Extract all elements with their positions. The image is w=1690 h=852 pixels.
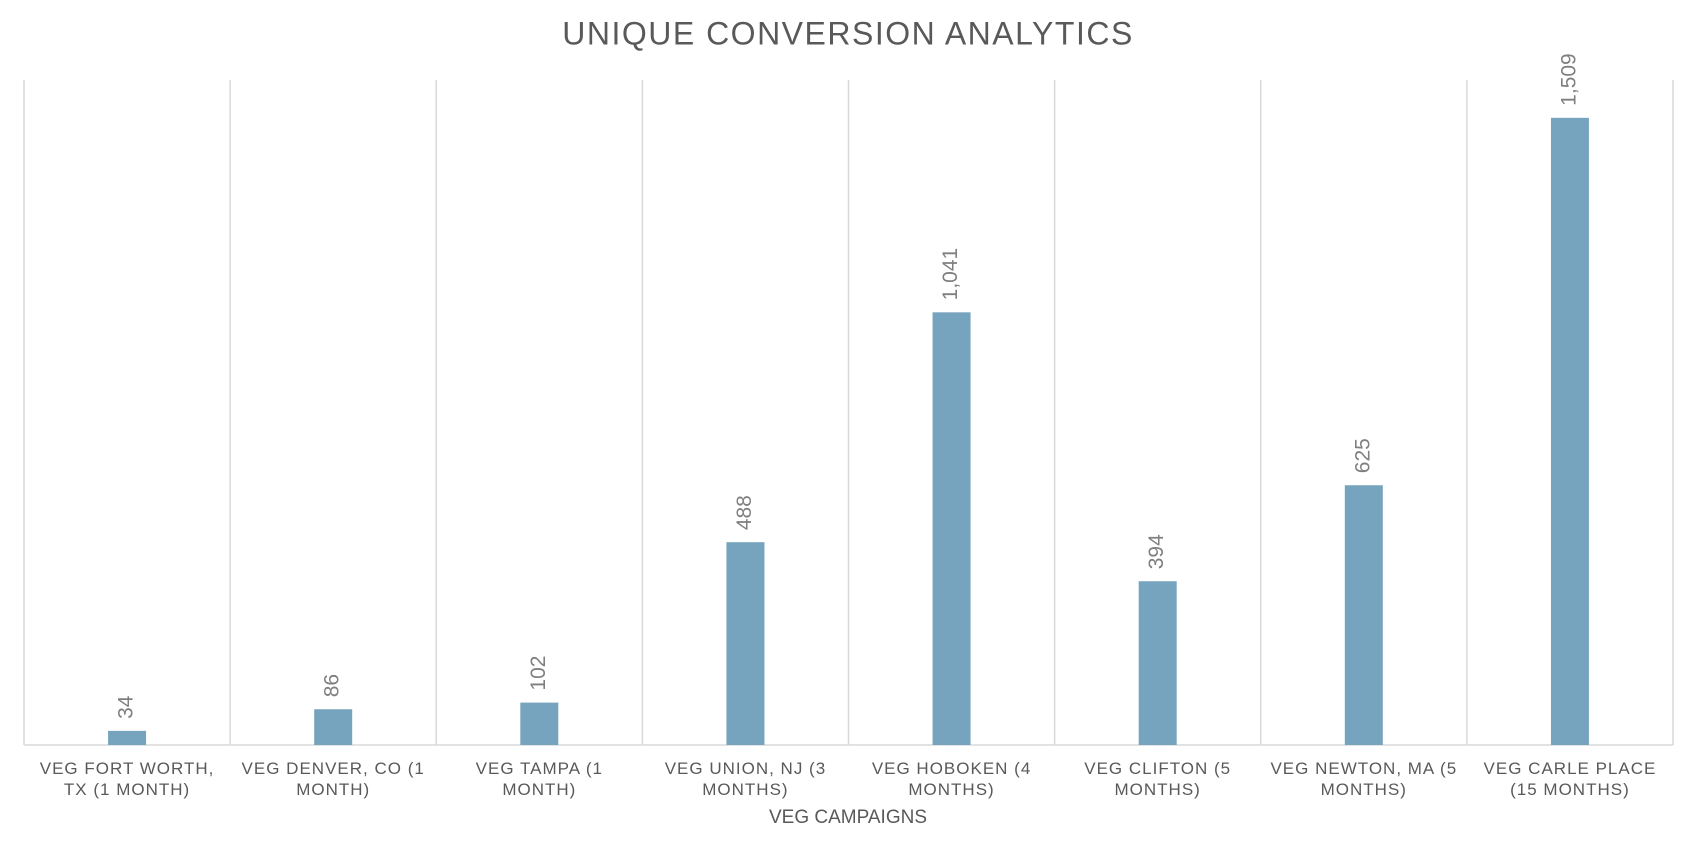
- bar: [726, 542, 765, 745]
- bar: [108, 730, 147, 745]
- bar: [520, 702, 559, 745]
- data-label: 488: [733, 495, 756, 530]
- data-label: 86: [321, 674, 344, 697]
- data-label: 625: [1351, 438, 1374, 473]
- bar: [1138, 581, 1177, 745]
- x-tick-label: VEG HOBOKEN (4 MONTHS): [871, 759, 1032, 799]
- data-label: 394: [1145, 534, 1168, 569]
- x-tick-label: VEG DENVER, CO (1 MONTH): [241, 759, 425, 799]
- bar: [314, 709, 353, 745]
- x-tick-label: VEG NEWTON, MA (5 MONTHS): [1270, 759, 1458, 799]
- x-tick-label: VEG UNION, NJ (3 MONTHS): [664, 759, 827, 799]
- x-axis-title: VEG CAMPAIGNS: [769, 807, 927, 828]
- data-label: 34: [115, 695, 138, 719]
- x-tick-label: VEG CLIFTON (5 MONTHS): [1084, 759, 1232, 799]
- bar: [1550, 117, 1589, 745]
- x-tick-label: VEG CARLE PLACE (15 MONTHS): [1483, 759, 1657, 799]
- data-label: 1,041: [939, 248, 962, 301]
- bar: [932, 312, 971, 745]
- x-tick-label: VEG FORT WORTH, TX (1 MONTH): [39, 759, 215, 799]
- data-label: 102: [527, 656, 550, 691]
- data-label: 1,509: [1557, 53, 1580, 106]
- bar: [1344, 485, 1383, 745]
- chart-title: UNIQUE CONVERSION ANALYTICS: [562, 15, 1134, 51]
- x-tick-label: VEG TAMPA (1 MONTH): [475, 759, 603, 799]
